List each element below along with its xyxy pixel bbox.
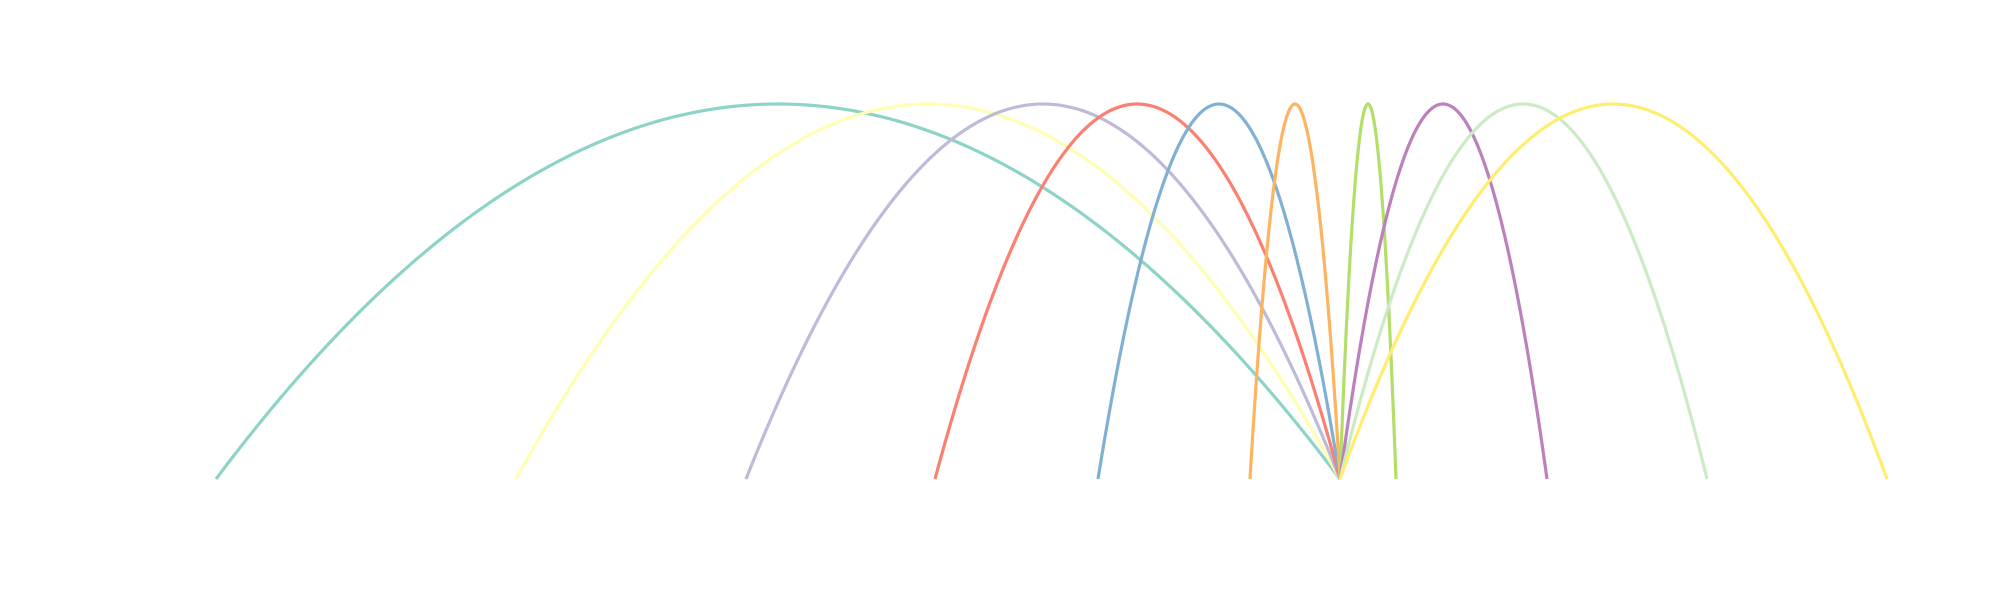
arc-series-4: [933, 102, 1342, 480]
arc-series-7: [1338, 102, 1398, 480]
arc-series-3: [744, 102, 1342, 480]
arc-series-10: [1338, 102, 1889, 480]
arc-layer: [214, 102, 1889, 480]
arc-series-2: [514, 102, 1342, 480]
arc-series-9: [1338, 102, 1709, 480]
arc-series-1: [214, 102, 1342, 480]
arc-series-6: [1248, 102, 1342, 480]
arc-series-8: [1338, 102, 1549, 480]
arc-series-5: [1096, 102, 1342, 480]
